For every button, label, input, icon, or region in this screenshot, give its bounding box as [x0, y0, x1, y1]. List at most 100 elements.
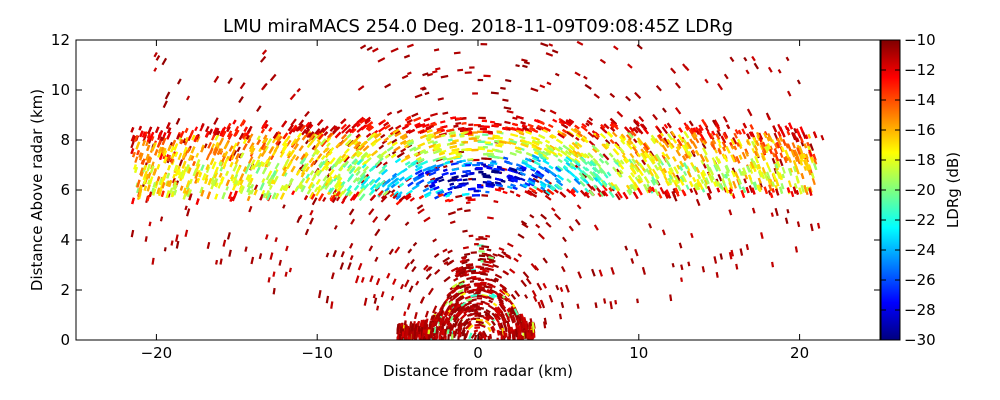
ldr-pixel	[515, 149, 522, 154]
ldr-pixel	[776, 171, 781, 180]
ldr-pixel	[674, 187, 680, 195]
ldr-pixel	[604, 144, 610, 149]
ldr-pixel	[159, 216, 164, 222]
ldr-pixel	[505, 79, 512, 83]
ldr-pixel	[423, 150, 429, 155]
ldr-pixel	[428, 171, 437, 177]
ldr-pixel	[213, 117, 219, 125]
ldr-pixel	[311, 175, 317, 182]
ldr-pixel	[554, 213, 562, 221]
ldr-pixel	[659, 160, 665, 166]
ldr-pixel	[708, 174, 714, 183]
ldr-pixel	[529, 214, 535, 219]
ldr-pixel	[572, 186, 579, 194]
ldr-pixel	[182, 138, 187, 144]
ldr-pixel	[634, 248, 639, 257]
ldr-pixel	[812, 131, 818, 139]
ldr-pixel	[729, 56, 735, 63]
ldr-pixel	[537, 232, 545, 240]
ldr-pixel	[604, 139, 611, 145]
ldr-pixel	[464, 209, 471, 213]
ldr-pixel	[357, 262, 363, 271]
ldr-pixel	[509, 268, 516, 274]
ldr-pixel	[748, 131, 754, 137]
ldr-pixel	[194, 126, 199, 132]
ldr-pixel	[661, 107, 667, 113]
ldr-pixel	[304, 110, 310, 118]
ldr-pixel	[248, 205, 253, 213]
ldr-pixel	[614, 193, 621, 201]
ldr-pixel	[167, 192, 171, 198]
ldr-pixel	[602, 190, 609, 197]
ldr-pixel	[340, 123, 347, 130]
ldr-pixel	[663, 141, 670, 149]
ldr-pixel	[200, 146, 205, 153]
ldr-pixel	[581, 136, 589, 143]
ldr-pixel	[544, 194, 552, 201]
ldr-pixel	[751, 207, 756, 214]
ldr-pixel	[392, 190, 400, 197]
ldr-pixel	[371, 142, 377, 147]
ldr-pixel	[380, 291, 385, 298]
ldr-pixel	[432, 157, 440, 162]
ldr-pixel	[452, 139, 459, 143]
ldr-pixel	[324, 161, 331, 169]
ldr-pixel	[239, 82, 246, 90]
ldr-pixel	[340, 251, 345, 258]
ldr-pixel	[498, 186, 505, 191]
ldr-pixel	[753, 181, 758, 188]
ldr-pixel	[331, 196, 338, 204]
ldr-pixel	[760, 232, 764, 239]
ldr-pixel	[409, 258, 415, 265]
ldr-pixel	[366, 46, 373, 52]
ldr-pixel	[718, 143, 722, 149]
ldr-pixel	[679, 160, 685, 168]
ldr-pixel	[661, 170, 667, 177]
ldr-pixel	[794, 156, 799, 162]
ldr-pixel	[781, 132, 786, 138]
ldr-pixel	[646, 163, 653, 172]
ldr-pixel	[272, 287, 276, 295]
ldr-pixel	[732, 180, 737, 189]
ldr-pixel	[550, 207, 556, 212]
ldr-pixel	[583, 75, 588, 80]
ldr-pixel	[539, 108, 546, 113]
ldr-pixel	[648, 169, 654, 177]
ldr-pixel	[313, 169, 320, 177]
ldr-pixel	[580, 125, 588, 132]
ldr-pixel	[537, 301, 542, 309]
ldr-pixel	[574, 158, 581, 164]
ldr-pixel	[767, 66, 773, 73]
ldr-pixel	[185, 95, 191, 101]
ldr-pixel	[735, 263, 739, 270]
ldr-pixel	[582, 166, 588, 172]
ldr-pixel	[152, 188, 157, 196]
ldr-pixel	[434, 268, 441, 275]
ldr-pixel	[485, 142, 493, 146]
ldr-pixel	[462, 141, 469, 144]
ldr-pixel	[645, 168, 651, 175]
ldr-pixel	[230, 149, 236, 157]
ldr-pixel	[388, 248, 394, 255]
ldr-pixel	[616, 110, 624, 118]
ldr-pixel	[532, 148, 541, 154]
ldr-pixel	[600, 124, 606, 129]
ldr-pixel	[663, 123, 669, 129]
ldr-pixel	[321, 155, 326, 161]
ldr-pixel	[261, 122, 267, 130]
ldr-pixel	[315, 188, 322, 197]
ldr-pixel	[786, 208, 790, 214]
ldr-pixel	[504, 120, 511, 125]
ldr-pixel	[581, 122, 588, 129]
ldr-pixel	[791, 142, 796, 149]
ldr-pixel	[437, 97, 444, 101]
ldr-pixel	[560, 301, 565, 309]
ldr-pixel	[543, 166, 551, 173]
ldr-pixel	[298, 119, 305, 126]
ldr-pixel	[229, 161, 234, 168]
ldr-pixel	[631, 158, 637, 164]
ldr-pixel	[442, 111, 449, 115]
ldr-pixel	[255, 161, 260, 167]
ldr-pixel	[419, 86, 426, 91]
ldr-pixel	[432, 70, 438, 74]
